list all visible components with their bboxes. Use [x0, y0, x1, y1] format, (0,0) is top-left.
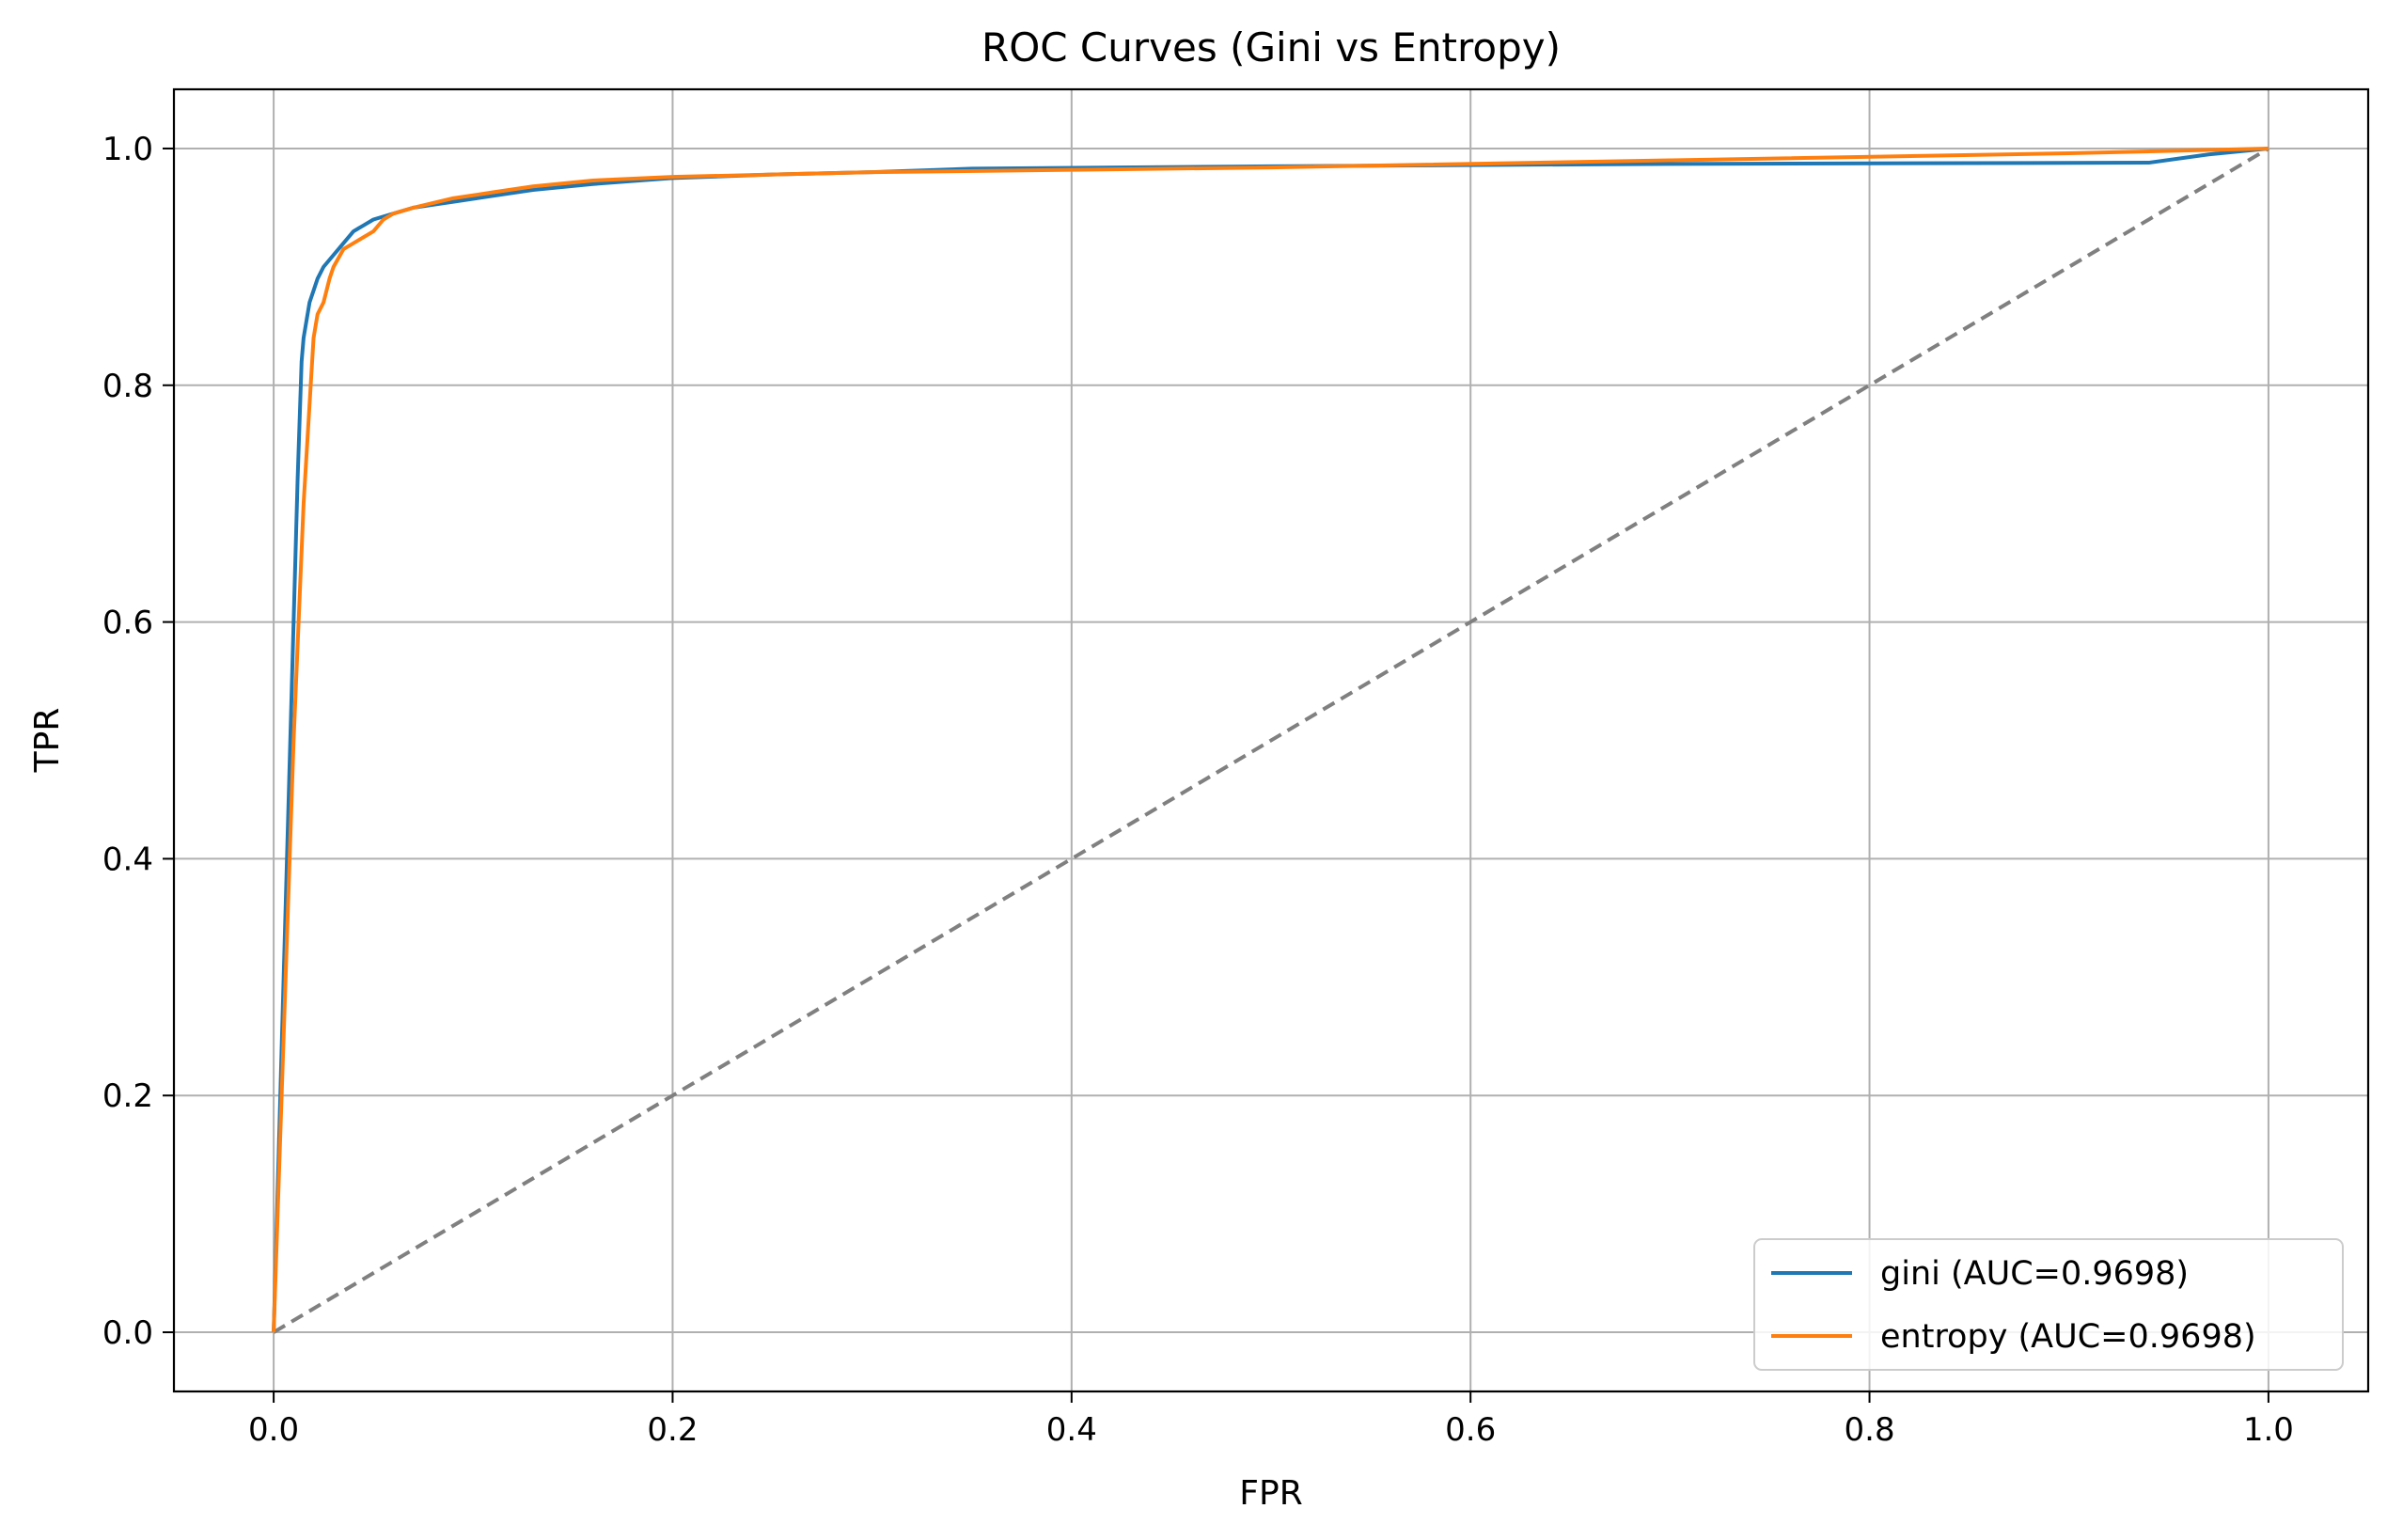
series-lines: [272, 146, 2269, 1333]
y-tick-label: 0.6: [102, 605, 153, 642]
x-tick-label: 0.0: [248, 1411, 299, 1449]
y-tick-label: 0.0: [102, 1314, 153, 1352]
y-tick-label: 0.4: [102, 841, 153, 878]
series-line-gini: [272, 146, 2269, 1333]
plot-frame: [172, 87, 2370, 1393]
legend-box: [1753, 1238, 2344, 1371]
y-tick-label: 1.0: [102, 131, 153, 168]
series-line-entropy: [272, 146, 2269, 1333]
diagonal-reference-line: [273, 147, 2269, 1334]
legend-label-gini: gini (AUC=0.9698): [1880, 1255, 2189, 1293]
ticks: 0.0 0.2 0.4 0.6 0.8 1.0 0.0 0.2 0.4 0.6 0.8 1.0: [102, 131, 2294, 1449]
legend-label-entropy: entropy (AUC=0.9698): [1880, 1318, 2256, 1356]
legend: gini (AUC=0.9698) entropy (AUC=0.9698): [1753, 1238, 2344, 1371]
y-tick-label: 0.2: [102, 1077, 153, 1115]
reference-diagonal: [273, 147, 2269, 1334]
x-tick-label: 1.0: [2243, 1411, 2294, 1449]
y-tick-label: 0.8: [102, 368, 153, 405]
x-axis-label: FPR: [1239, 1474, 1302, 1513]
chart-title: ROC Curves (Gini vs Entropy): [981, 24, 1561, 71]
x-tick-label: 0.8: [1845, 1411, 1895, 1449]
x-tick-label: 0.6: [1445, 1411, 1496, 1449]
x-tick-label: 0.4: [1046, 1411, 1097, 1449]
x-tick-label: 0.2: [647, 1411, 698, 1449]
y-axis-label: TPR: [28, 708, 67, 774]
